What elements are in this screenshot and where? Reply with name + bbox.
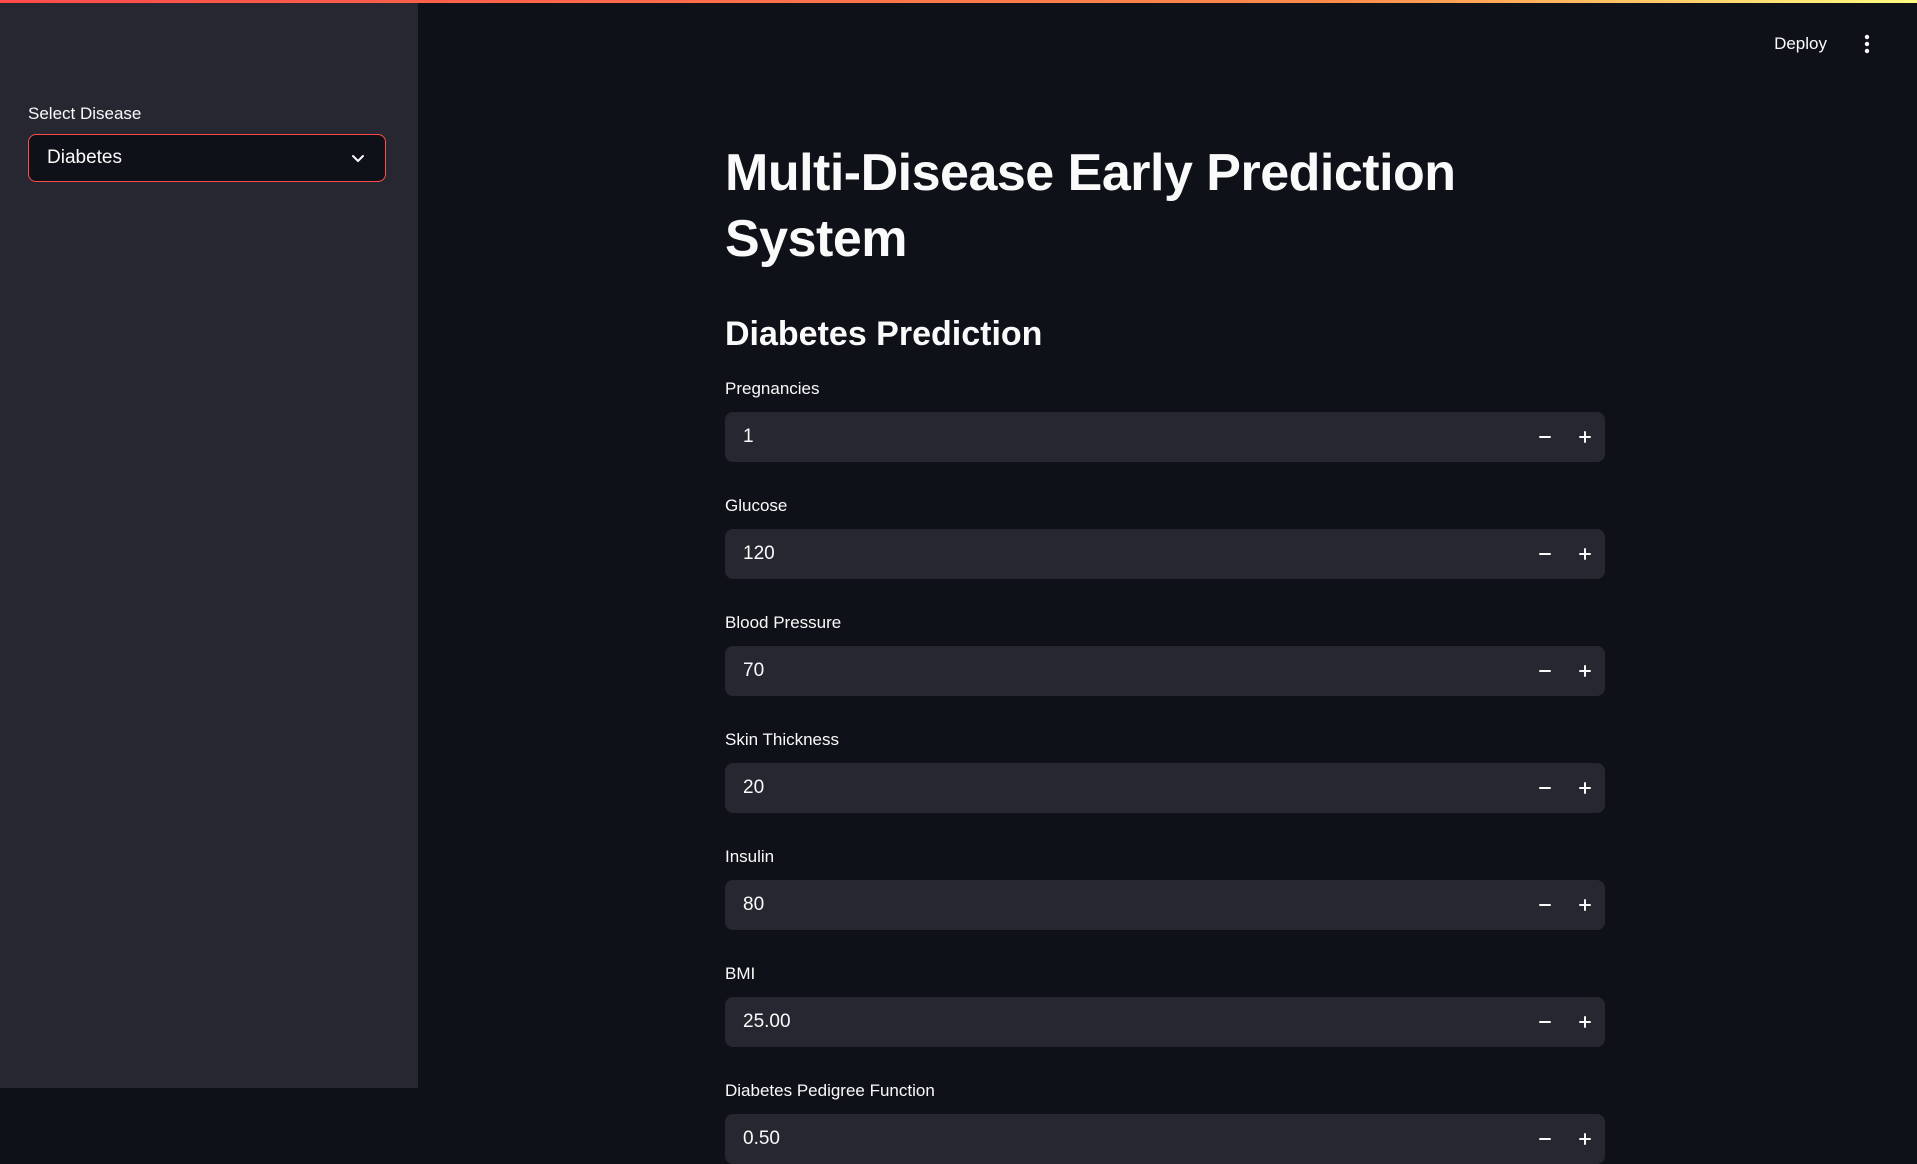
page-title: Multi-Disease Early Prediction System bbox=[725, 144, 1456, 268]
select-disease-label: Select Disease bbox=[28, 104, 142, 123]
main-content: Multi-Disease Early Prediction System Di… bbox=[725, 140, 1605, 1164]
field-label: Skin Thickness bbox=[725, 730, 840, 749]
minus-icon[interactable] bbox=[1525, 997, 1565, 1047]
glucose-input[interactable] bbox=[741, 542, 1525, 566]
diabetes-pedigree-input[interactable] bbox=[741, 1127, 1525, 1151]
plus-icon[interactable] bbox=[1565, 412, 1605, 462]
top-accent-bar bbox=[0, 0, 1917, 3]
disease-select-value: Diabetes bbox=[47, 147, 122, 168]
number-input bbox=[725, 997, 1605, 1047]
number-input bbox=[725, 646, 1605, 696]
field-glucose: Glucose bbox=[725, 495, 1605, 579]
plus-icon[interactable] bbox=[1565, 880, 1605, 930]
input-fields: Pregnancies Glucose Blood Pressure bbox=[725, 378, 1605, 1164]
plus-icon[interactable] bbox=[1565, 763, 1605, 813]
plus-icon[interactable] bbox=[1565, 646, 1605, 696]
minus-icon[interactable] bbox=[1525, 880, 1565, 930]
plus-icon[interactable] bbox=[1565, 1114, 1605, 1164]
field-label: Glucose bbox=[725, 496, 788, 515]
field-diabetes-pedigree-function: Diabetes Pedigree Function bbox=[725, 1080, 1605, 1164]
bmi-input[interactable] bbox=[741, 1010, 1525, 1034]
minus-icon[interactable] bbox=[1525, 412, 1565, 462]
insulin-input[interactable] bbox=[741, 893, 1525, 917]
field-label: Blood Pressure bbox=[725, 613, 842, 632]
chevron-down-icon bbox=[349, 149, 367, 167]
blood-pressure-input[interactable] bbox=[741, 659, 1525, 683]
field-label: Pregnancies bbox=[725, 379, 820, 398]
number-input bbox=[725, 880, 1605, 930]
minus-icon[interactable] bbox=[1525, 1114, 1565, 1164]
number-input bbox=[725, 1114, 1605, 1164]
field-label: Diabetes Pedigree Function bbox=[725, 1081, 935, 1100]
header-toolbar: Deploy bbox=[1770, 28, 1877, 60]
sidebar: Select Disease Diabetes bbox=[0, 0, 418, 1088]
section-title: Diabetes Prediction bbox=[725, 315, 1043, 353]
field-label: Insulin bbox=[725, 847, 775, 866]
number-input bbox=[725, 763, 1605, 813]
plus-icon[interactable] bbox=[1565, 997, 1605, 1047]
field-label: BMI bbox=[725, 964, 756, 983]
plus-icon[interactable] bbox=[1565, 529, 1605, 579]
minus-icon[interactable] bbox=[1525, 646, 1565, 696]
skin-thickness-input[interactable] bbox=[741, 776, 1525, 800]
pregnancies-input[interactable] bbox=[741, 425, 1525, 449]
deploy-button[interactable]: Deploy bbox=[1770, 28, 1831, 60]
field-skin-thickness: Skin Thickness bbox=[725, 729, 1605, 813]
field-pregnancies: Pregnancies bbox=[725, 378, 1605, 462]
number-input bbox=[725, 412, 1605, 462]
minus-icon[interactable] bbox=[1525, 763, 1565, 813]
field-bmi: BMI bbox=[725, 963, 1605, 1047]
field-blood-pressure: Blood Pressure bbox=[725, 612, 1605, 696]
more-vertical-icon[interactable] bbox=[1857, 28, 1877, 60]
number-input bbox=[725, 529, 1605, 579]
field-insulin: Insulin bbox=[725, 846, 1605, 930]
minus-icon[interactable] bbox=[1525, 529, 1565, 579]
disease-select[interactable]: Diabetes bbox=[28, 134, 386, 182]
